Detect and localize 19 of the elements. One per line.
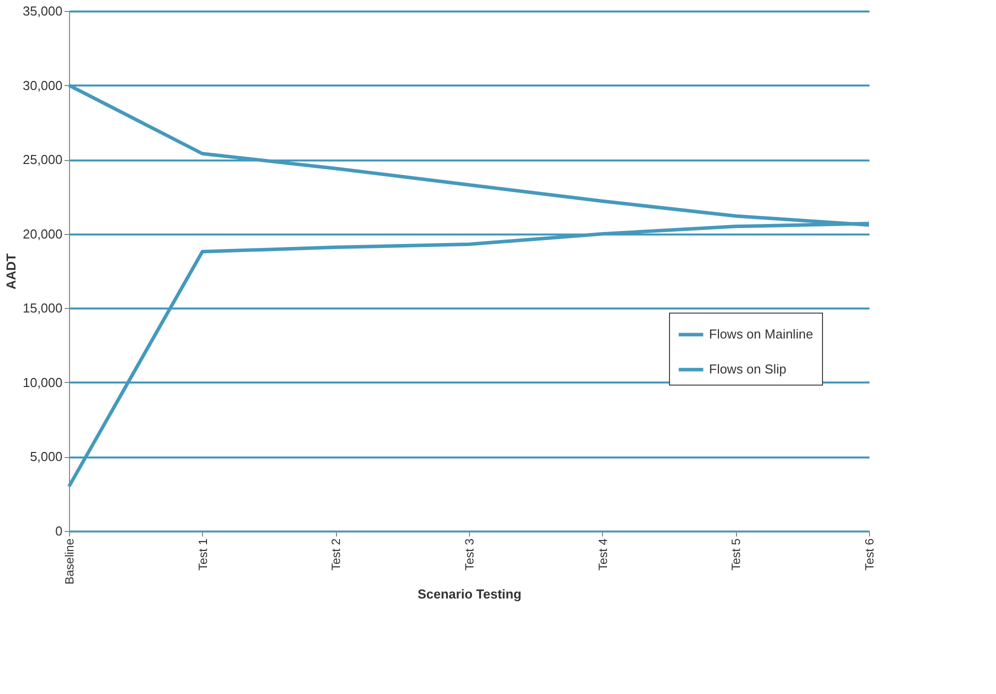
y-tick-label: 20,000 bbox=[22, 226, 62, 242]
y-tick-label: 35,000 bbox=[22, 4, 62, 18]
y-tick-label: 15,000 bbox=[22, 300, 62, 316]
y-tick-label: 10,000 bbox=[22, 374, 62, 390]
y-tick-label: 5,000 bbox=[30, 449, 62, 464]
x-tick-label: Test 4 bbox=[596, 538, 610, 571]
x-axis-title: Scenario Testing bbox=[418, 586, 522, 602]
x-tick-label: Test 5 bbox=[729, 538, 744, 571]
x-tick-label: Baseline bbox=[62, 538, 76, 585]
y-axis-title: AADT bbox=[4, 253, 19, 290]
legend-label: Flows on Mainline bbox=[709, 326, 814, 342]
x-tick-label: Test 6 bbox=[862, 538, 876, 571]
y-tick-label: 0 bbox=[55, 524, 62, 538]
y-tick-label: 30,000 bbox=[22, 78, 62, 93]
legend-label: Flows on Slip bbox=[709, 362, 786, 377]
x-tick-label: Test 3 bbox=[462, 538, 476, 571]
y-tick-label: 25,000 bbox=[22, 152, 62, 168]
x-tick-label: Test 2 bbox=[329, 538, 344, 571]
x-tick-label: Test 1 bbox=[196, 538, 210, 571]
